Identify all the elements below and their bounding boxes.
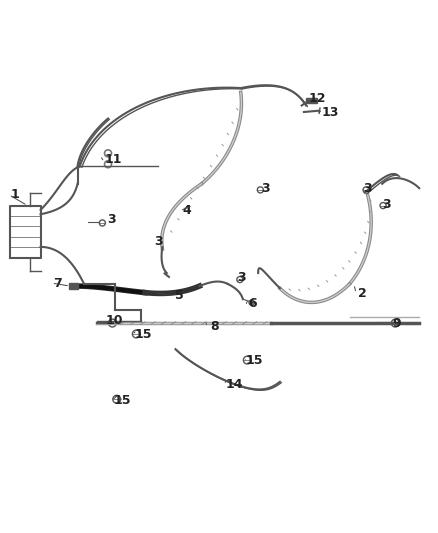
Text: 2: 2: [358, 287, 367, 300]
Text: 12: 12: [308, 92, 326, 105]
Text: 3: 3: [154, 235, 162, 248]
Text: 14: 14: [226, 378, 244, 391]
Text: 15: 15: [245, 354, 263, 367]
Text: 4: 4: [182, 204, 191, 217]
Text: 15: 15: [134, 328, 152, 341]
Bar: [69, 283, 78, 289]
Text: 7: 7: [53, 277, 62, 289]
Text: 3: 3: [382, 198, 391, 211]
Text: 6: 6: [249, 297, 257, 310]
Text: 3: 3: [107, 213, 115, 227]
Text: 9: 9: [392, 317, 401, 329]
Text: 3: 3: [237, 271, 246, 284]
Text: 3: 3: [261, 182, 269, 195]
Text: 10: 10: [106, 314, 124, 327]
Text: 1: 1: [11, 188, 20, 201]
Text: 8: 8: [210, 320, 219, 333]
Bar: [306, 98, 317, 103]
Text: 5: 5: [176, 289, 184, 302]
Text: 13: 13: [321, 107, 339, 119]
Text: 15: 15: [114, 394, 131, 407]
Text: 3: 3: [364, 182, 372, 195]
Text: 11: 11: [105, 154, 123, 166]
